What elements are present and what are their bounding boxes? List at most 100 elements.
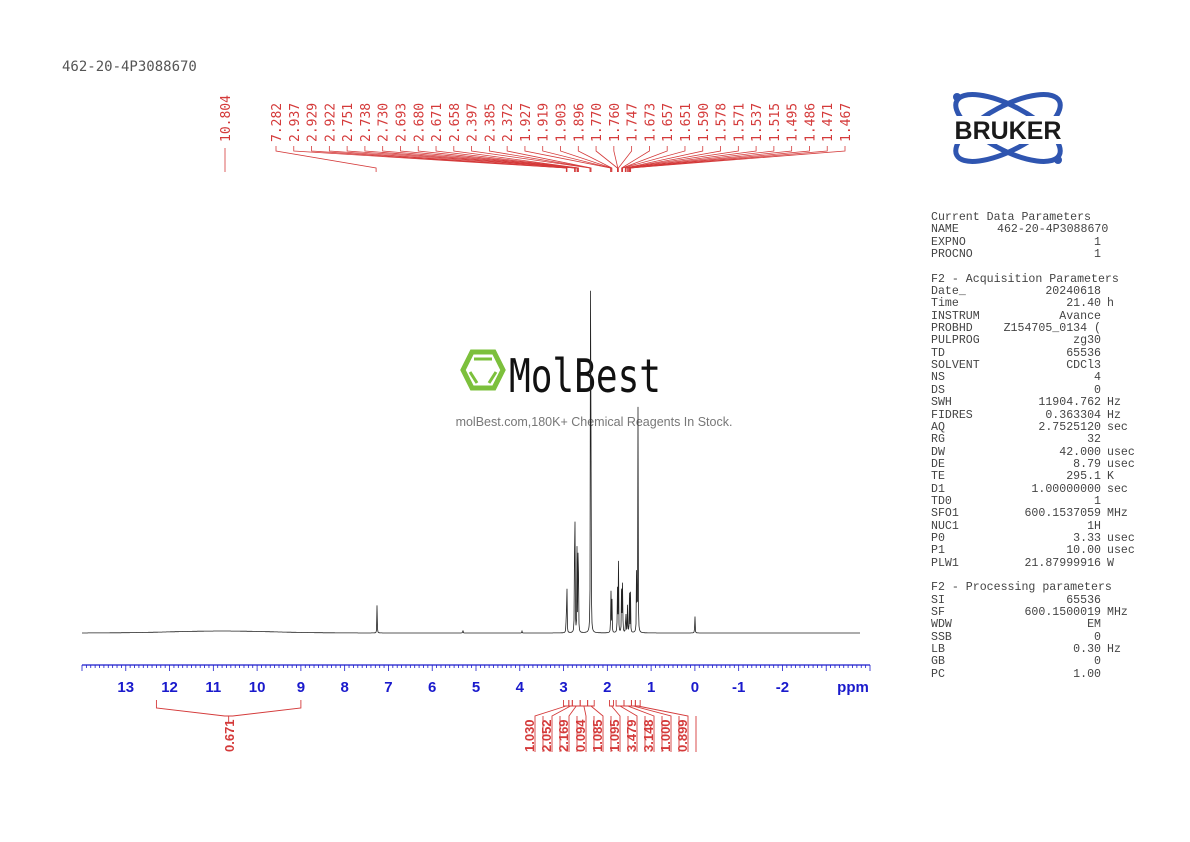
parameter-value: 8.79 [1073,457,1101,471]
parameter-name: PLW1 [931,556,959,570]
peak-leader-line [382,146,576,172]
peak-leader-line [595,146,618,172]
parameter-row: P0 3.33 usec [931,532,1135,545]
parameter-name: SWH [931,396,952,410]
parameter-row: SWH 11904.762 Hz [931,396,1135,410]
peak-label: 1.590 [697,103,712,142]
parameter-value: EM [1087,618,1101,632]
parameter-row: FIDRES 0.363304 Hz [931,408,1135,422]
peak-label: 1.471 [821,103,836,142]
integral-bracket [623,700,632,707]
parameter-unit [1101,619,1107,631]
x-tick-label: 12 [161,679,178,696]
x-tick-label: -2 [776,679,789,696]
peak-leader-line [488,146,591,172]
parameter-name: DW [931,445,945,459]
parameter-name: SF [931,606,945,619]
peak-label: 7.282 [270,103,285,142]
peak-label: 1.467 [839,103,854,142]
peak-label: 2.680 [412,103,427,142]
peak-label: 1.495 [786,103,801,142]
peak-label: 2.693 [394,103,409,142]
parameter-value: 21.40 [1066,297,1101,311]
parameter-name: TE [931,470,945,484]
parameter-value: 600.1537059 [1024,507,1101,521]
x-tick-label: 8 [340,679,348,696]
integral-bracket [634,700,641,707]
parameter-row: AQ 2.7525120 sec [931,421,1135,434]
integral-leader [590,705,604,752]
peak-label: 1.896 [572,103,587,142]
parameter-name: TD0 [931,494,952,508]
parameter-row: NUC1 1H [931,520,1135,533]
x-tick-label: 7 [384,679,392,696]
x-tick-label: 9 [297,679,305,696]
integral-value: 2.169 [556,719,571,752]
peak-label: 2.738 [359,103,374,142]
parameter-value: 21.87999916 [1024,556,1101,570]
peak-label: 2.658 [448,103,463,142]
peak-leader-line [328,146,568,172]
parameter-value: 32 [1087,433,1101,447]
parameter-name: SSB [931,630,952,644]
integral-value: 0.899 [675,719,690,752]
parameter-value: 462-20-4P3088670 [997,223,1109,237]
peak-leader-line [628,146,775,172]
peak-leader-line [622,146,686,172]
parameter-value: 0.363304 [1045,408,1101,422]
parameter-value: 10.00 [1066,544,1101,558]
integral-value: 1.030 [522,719,537,752]
peak-leader-line [400,146,578,172]
spectrum [82,290,860,634]
integral-value: 0.671 [222,719,237,752]
parameter-row: SOLVENT CDCl3 [931,359,1135,373]
integral-bracket [587,700,595,707]
peak-label: 2.751 [341,103,356,142]
x-tick-label: 0 [691,679,699,696]
integral-leader [637,705,689,752]
bruker-logo: BRUKER [924,92,1092,164]
parameter-value: 65536 [1066,593,1101,607]
parameter-section-heading: Current Data Parameters [931,211,1092,224]
parameter-unit [1101,360,1107,372]
peak-leader-line [627,146,757,172]
parameter-value: 600.1500019 [1024,606,1101,619]
parameter-row: NAME 462-20-4P3088670 [931,223,1135,237]
peak-label: 1.747 [626,103,641,142]
x-axis: 13 12 11 10 9 8 7 6 5 4 3 2 1 0 -1 -2 ppm [81,664,871,696]
parameter-unit [1101,249,1107,261]
parameter-name: GB [931,655,945,669]
peak-label: 2.671 [430,103,445,142]
parameter-row: RG 32 [931,433,1135,447]
peak-labels: 10.804 7.282 2.937 2.929 2.922 2.751 2.738 2.73… [219,95,854,172]
parameter-name: P1 [931,544,945,558]
integral-bracket [630,700,636,707]
peak-label: 2.385 [483,103,498,142]
peak-label: 2.922 [323,103,338,142]
parameter-unit [1101,323,1107,335]
parameter-value: 0.30 [1073,643,1101,657]
integral-leader [583,705,587,752]
parameter-row: DW 42.000 usec [931,445,1135,459]
parameter-name: PC [931,667,945,681]
peak-label: 1.651 [679,103,694,142]
integral-bracket [568,700,573,707]
parameter-value: 295.1 [1066,470,1101,484]
parameter-value: 11904.762 [1038,396,1101,410]
parameter-row: SFO1 600.1537059 MHz [931,507,1135,521]
peak-leader-line [435,146,579,172]
parameter-unit: W [1107,556,1114,570]
peak-label: 1.571 [732,103,747,142]
parameter-name: SOLVENT [931,359,980,373]
parameter-row: PLW1 21.87999916 W [931,556,1135,570]
peak-leader-line [621,146,650,172]
parameter-unit [1101,372,1107,384]
parameter-value: 1.00 [1073,667,1101,681]
parameter-name: PROBHD [931,322,973,336]
peak-label: 1.770 [590,103,605,142]
parameter-row: SF 600.1500019 MHz [931,606,1135,619]
parameter-value: 20240618 [1045,285,1101,299]
peak-leader-line [629,146,793,172]
parameter-unit [1101,434,1107,446]
parameter-name: FIDRES [931,408,973,422]
